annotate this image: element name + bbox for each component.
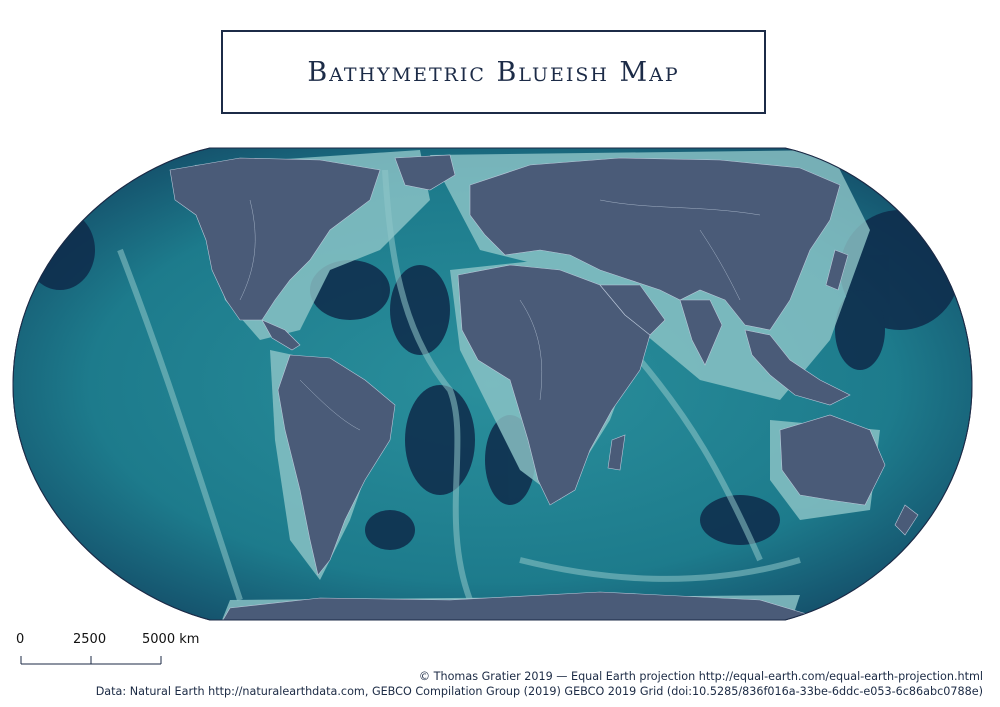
australia xyxy=(779,414,886,506)
scale-label-2500: 2500 xyxy=(73,632,107,647)
antarctica xyxy=(219,591,811,620)
land-masses xyxy=(169,154,919,620)
rivers xyxy=(239,199,761,431)
scale-label-5000: 5000 km xyxy=(142,632,200,647)
south-america xyxy=(277,354,396,576)
scale-label-0: 0 xyxy=(16,632,25,647)
credit-data: Data: Natural Earth http://naturalearthd… xyxy=(95,685,983,698)
eurasia xyxy=(469,157,841,331)
india xyxy=(679,299,723,366)
credits: © Thomas Gratier 2019 — Equal Earth proj… xyxy=(96,669,983,699)
map-title: Bathymetric Blueish Map xyxy=(307,56,680,88)
new-zealand xyxy=(894,504,919,536)
greenland xyxy=(394,154,456,191)
title-box: Bathymetric Blueish Map xyxy=(221,30,766,114)
scale-bar xyxy=(20,656,162,665)
madagascar xyxy=(607,434,626,471)
credit-projection: © Thomas Gratier 2019 — Equal Earth proj… xyxy=(418,670,983,683)
central-america xyxy=(261,319,301,351)
map-frame xyxy=(12,147,973,621)
arabia xyxy=(599,284,666,336)
africa xyxy=(457,264,651,506)
southeast-asia xyxy=(744,329,851,406)
north-america xyxy=(169,157,381,321)
mid-ocean-ridges xyxy=(117,169,801,602)
japan xyxy=(825,249,849,291)
